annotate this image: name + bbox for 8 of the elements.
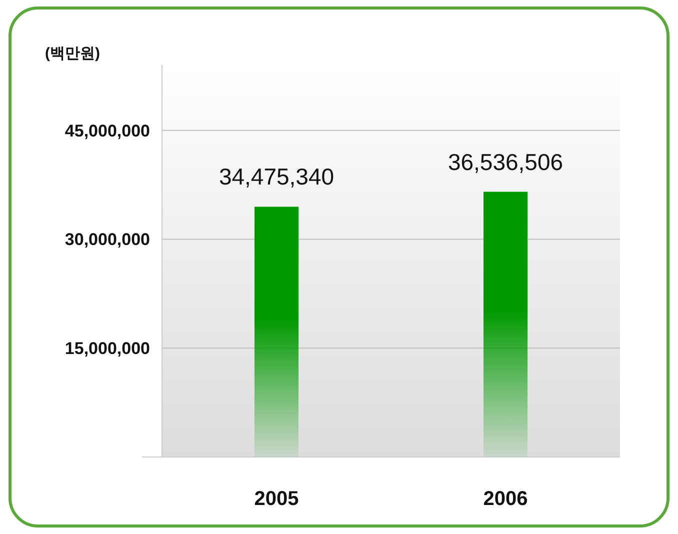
x-tick-label: 2006: [483, 488, 528, 510]
y-tick-label: 45,000,000: [64, 121, 150, 140]
data-label: 36,536,506: [448, 148, 564, 175]
y-axis-title: (백만원): [45, 45, 100, 62]
data-label: 34,475,340: [218, 164, 334, 190]
y-tick-label: 30,000,000: [64, 230, 150, 250]
y-tick-label: 15,000,000: [64, 339, 150, 358]
x-tick-label: 2005: [254, 488, 299, 510]
